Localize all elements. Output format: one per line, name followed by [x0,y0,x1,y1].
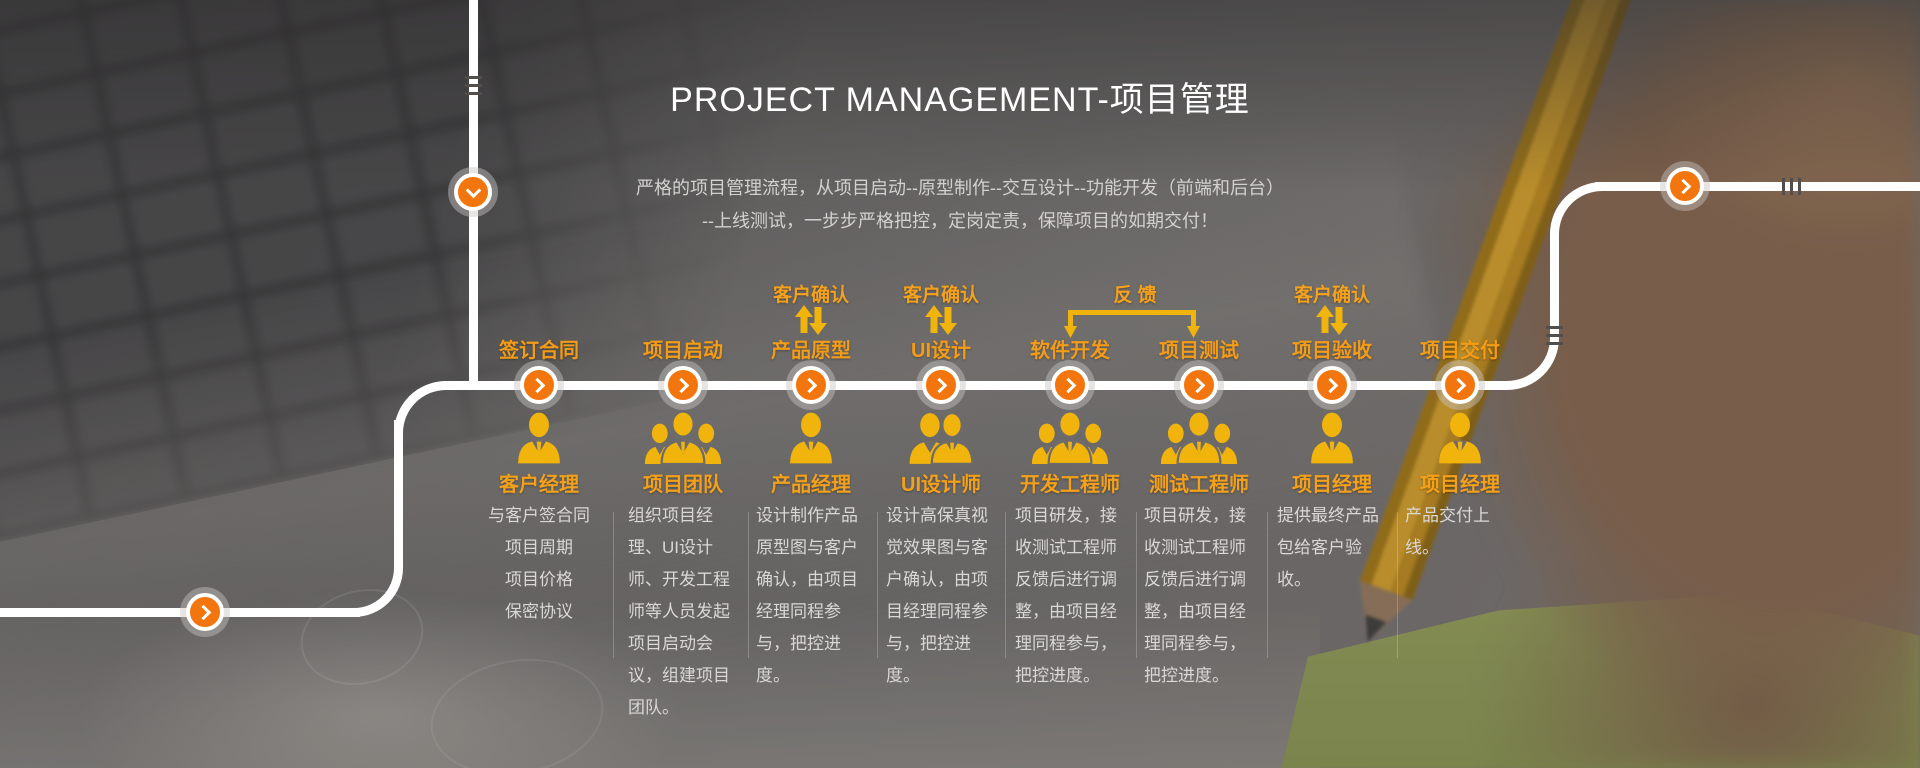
stage-description: 提供最终产品包给客户验收。 [1277,506,1379,589]
stage-description: 与客户签合同 项目周期 项目价格 保密协议 [488,506,590,621]
timeline-path [0,608,360,617]
role-label: 开发工程师 [1020,474,1120,496]
person-icon [1268,412,1396,464]
column-divider [877,512,878,658]
column-divider [1136,512,1137,658]
stage-label: 产品原型 [771,340,851,362]
team-3-icon [619,412,747,464]
role-label: 产品经理 [771,474,851,496]
intro-text: 严格的项目管理流程，从项目启动--原型制作--交互设计--功能开发（前端和后台）… [636,178,1284,231]
stage-description: 设计制作产品原型图与客户确认，由项目经理同程参与，把控进度。 [756,506,858,685]
stage-description: 产品交付上线。 [1405,506,1490,557]
column-divider [1005,512,1006,658]
timeline-corner [354,564,403,617]
role-label: 项目经理 [1292,474,1372,496]
stage-label: 项目交付 [1420,340,1500,362]
person-icon [475,412,603,464]
stage-description: 项目研发，接收测试工程师反馈后进行调整，由项目经理同程参与，把控进度。 [1144,506,1246,685]
column-divider [1397,512,1398,658]
column-divider [748,512,749,658]
stage-column-prototype: 产品原型 产品经理 设计制作产品原型图与客户确认，由项目经理同程参与，把控进度。 [747,330,875,710]
stage-label: 软件开发 [1030,340,1110,362]
person-icon [747,412,875,464]
stage-column-delivery: 项目交付 项目经理 产品交付上线。 [1396,330,1524,710]
stage-column-kickoff: 项目启动 项目团队 组织项目经理、UI设计师、开发工程师等人员发起项目启动会议，… [619,330,747,717]
column-divider [1267,512,1268,658]
person-icon [1396,412,1524,464]
timeline-path [1550,238,1559,338]
stage-column-testing: 项目测试 测试工程师 项目研发，接收测试工程师反馈后进行调整，由项目经理同程参与… [1135,330,1263,710]
stage-column-development: 软件开发 开发工程师 项目研发，接收测试工程师反馈后进行调整，由项目经理同程参与… [1006,330,1134,710]
stage-column-sign-contract: 签订合同 客户经理 与客户签合同 项目周期 项目价格 保密协议 [475,330,603,710]
stage-label: 签订合同 [499,340,579,362]
role-label: UI设计师 [901,474,981,496]
stage-label: 项目验收 [1292,340,1372,362]
stage-description: 设计高保真视觉效果图与客户确认，由项目经理同程参与，把控进度。 [886,506,988,685]
timeline-node [186,593,224,631]
stage-label: UI设计 [911,340,971,362]
team-3-icon [1006,412,1134,464]
feedback-label: 反 馈 [1113,285,1157,306]
timeline-path [394,420,403,564]
page-title: PROJECT MANAGEMENT-项目管理 [670,81,1250,119]
team-3-icon [1135,412,1263,464]
role-label: 测试工程师 [1149,474,1249,496]
stage-label: 项目启动 [643,340,723,362]
stage-description: 组织项目经理、UI设计师、开发工程师等人员发起项目启动会议，组建项目团队。 [628,506,730,717]
column-divider [613,512,614,658]
role-label: 客户经理 [499,474,579,496]
team-2-icon [877,412,1005,464]
stage-column-acceptance: 项目验收 项目经理 提供最终产品包给客户验收。 [1268,330,1396,710]
stage-column-ui-design: UI设计 UI设计师 设计高保真视觉效果图与客户确认，由项目经理同程参与，把控进… [877,330,1005,710]
stage-label: 项目测试 [1159,340,1239,362]
role-label: 项目团队 [643,474,723,496]
stage-description: 项目研发，接收测试工程师反馈后进行调整，由项目经理同程参与，把控进度。 [1015,506,1117,685]
role-label: 项目经理 [1420,474,1500,496]
path-break-marks [1546,326,1563,348]
